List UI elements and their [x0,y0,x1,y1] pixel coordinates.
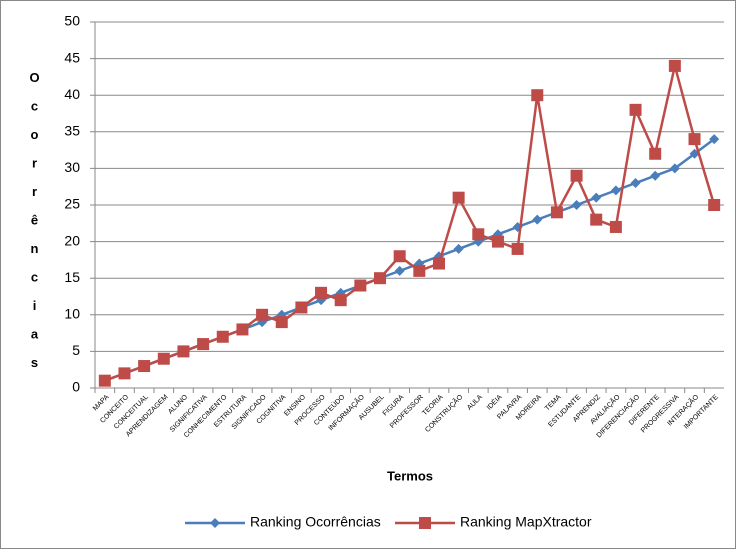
data-point [708,199,721,211]
data-point [315,286,328,299]
data-point [570,169,583,182]
data-point [511,242,524,255]
data-point [591,192,602,203]
data-point [571,200,582,210]
data-point [334,294,347,307]
data-point [630,178,641,189]
x-axis-title: Termos [387,468,433,483]
data-point [668,59,681,72]
data-point [472,228,485,241]
y-axis-title: Ocorrências [27,70,42,384]
data-point [413,264,426,277]
data-point [688,133,701,146]
data-point [432,257,445,270]
data-point [452,191,465,204]
data-point [550,206,563,219]
data-point [649,147,662,160]
data-point [610,185,621,196]
y-tick-label: 10 [64,306,80,322]
data-point [669,163,680,174]
data-point [157,352,170,365]
legend-label: Ranking Ocorrências [250,514,381,530]
data-point [354,279,367,292]
data-point [491,235,504,248]
data-point [374,272,387,285]
data-point [590,213,603,226]
data-point [197,338,210,351]
y-tick-label: 25 [64,196,80,212]
data-point [709,134,720,145]
data-point [236,323,249,336]
data-point [394,265,405,276]
data-point [177,345,190,358]
y-tick-label: 30 [64,159,80,175]
y-tick-label: 15 [64,269,80,285]
y-tick-label: 45 [64,49,80,65]
data-point [295,301,308,314]
data-point [650,170,661,181]
data-point [256,308,269,321]
data-point [98,374,111,387]
y-tick-label: 50 [64,13,80,29]
data-point [275,316,288,329]
y-tick-label: 0 [72,379,80,395]
data-point [532,214,543,225]
legend-marker [210,518,220,528]
y-tick-label: 40 [64,86,80,102]
data-point [138,360,151,373]
legend-marker [419,517,431,529]
legend-label: Ranking MapXtractor [460,514,592,530]
data-point [393,250,406,263]
data-point [629,103,642,116]
data-point [609,220,622,233]
data-point [118,367,131,380]
y-tick-label: 5 [72,342,80,358]
y-tick-label: 35 [64,123,80,139]
data-point [453,243,464,254]
data-point [531,89,544,102]
data-point [216,330,229,343]
y-tick-label: 20 [64,232,80,248]
